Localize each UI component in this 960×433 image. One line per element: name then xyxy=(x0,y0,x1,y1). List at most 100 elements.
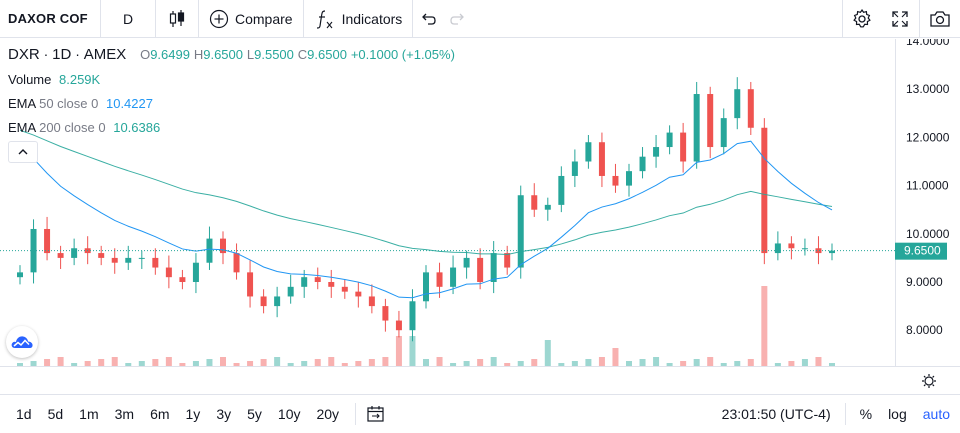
range-1m[interactable]: 1m xyxy=(79,406,99,422)
interval-button[interactable]: D xyxy=(122,10,134,27)
indicator-ema-200[interactable]: EMA 200 close 0 10.6386 xyxy=(8,120,160,135)
go-to-date-button[interactable] xyxy=(356,405,396,423)
candle-body xyxy=(368,296,375,307)
compare-button[interactable]: Compare xyxy=(199,0,303,38)
price-tick-label: 13.0000 xyxy=(906,82,950,96)
range-1y[interactable]: 1y xyxy=(185,406,201,422)
candle-body xyxy=(260,296,267,307)
legend-low-label: L xyxy=(246,47,255,62)
volume-bar xyxy=(598,357,605,366)
candle-body xyxy=(233,253,240,273)
volume-bar xyxy=(44,359,51,366)
symbol-search-button[interactable]: DAXOR COF xyxy=(8,11,88,26)
range-1d[interactable]: 1d xyxy=(16,406,32,422)
candle-body xyxy=(747,89,754,128)
percent-scale-toggle[interactable]: % xyxy=(859,406,873,422)
volume-bar xyxy=(206,359,213,366)
range-6m[interactable]: 6m xyxy=(150,406,170,422)
volume-bar xyxy=(84,361,91,366)
volume-bar xyxy=(558,363,565,366)
auto-scale-toggle[interactable]: auto xyxy=(922,406,950,422)
toolbar-divider xyxy=(155,0,156,38)
candle-body xyxy=(531,195,538,210)
candle-body xyxy=(450,267,457,287)
candle-body xyxy=(517,195,524,268)
collapse-legend-button[interactable] xyxy=(8,141,38,163)
candle-body xyxy=(571,161,578,176)
volume-bar xyxy=(233,363,240,366)
settings-button[interactable] xyxy=(843,0,881,38)
volume-bar xyxy=(368,359,375,366)
candle-body xyxy=(477,257,484,282)
toolbar-divider xyxy=(412,0,414,38)
indicator-name: Volume xyxy=(8,72,52,87)
volume-bar xyxy=(395,336,402,366)
bottom-divider xyxy=(0,394,960,395)
legend-symbol[interactable]: DXR xyxy=(8,46,40,63)
candle-body xyxy=(409,301,416,331)
chart-type-button[interactable] xyxy=(156,0,198,38)
snapshot-button[interactable] xyxy=(920,0,960,38)
candle-body xyxy=(829,250,835,254)
indicator-name: EMA xyxy=(8,120,36,135)
redo-button[interactable] xyxy=(443,0,473,38)
legend-change: +0.1000 (+1.05%) xyxy=(350,47,455,62)
range-10y[interactable]: 10y xyxy=(277,406,301,422)
candle-body xyxy=(666,132,673,148)
candle-body xyxy=(341,286,348,292)
toolbar-right-group xyxy=(842,0,960,38)
bottom-divider xyxy=(355,403,357,425)
candle-body xyxy=(707,94,714,148)
range-5y[interactable]: 5y xyxy=(247,406,262,422)
candles-icon xyxy=(169,9,185,27)
candle-body xyxy=(98,253,105,258)
candle-body xyxy=(463,257,470,268)
candle-body xyxy=(247,272,254,297)
candle-body xyxy=(301,277,308,287)
volume-bar xyxy=(436,357,443,366)
indicators-label: Indicators xyxy=(341,10,403,27)
log-scale-toggle[interactable]: log xyxy=(888,406,907,422)
range-20y[interactable]: 20y xyxy=(316,406,340,422)
toolbar-divider xyxy=(842,0,843,38)
clock[interactable]: 23:01:50 (UTC-4) xyxy=(721,406,831,422)
indicator-volume[interactable]: Volume 8.259K xyxy=(8,72,100,87)
candle-body xyxy=(287,286,294,297)
volume-bar xyxy=(788,361,795,366)
fullscreen-button[interactable] xyxy=(881,0,919,38)
undo-button[interactable] xyxy=(413,0,443,38)
volume-bar xyxy=(517,361,524,366)
volume-bar xyxy=(328,357,335,366)
price-axis[interactable]: 14.0000 13.0000 12.0000 11.0000 10.0000 9.000… xyxy=(906,39,950,337)
function-icon xyxy=(316,9,333,29)
bottom-divider xyxy=(844,403,846,425)
volume-bar xyxy=(409,336,416,366)
candle-body xyxy=(626,171,632,186)
price-chart[interactable]: 14.0000 13.0000 12.0000 11.0000 10.0000 9.000… xyxy=(0,39,960,366)
range-5d[interactable]: 5d xyxy=(47,406,64,422)
ema-200-line xyxy=(19,129,833,256)
candle-body xyxy=(274,296,281,307)
candle-body xyxy=(17,272,23,278)
indicator-params: 200 close 0 xyxy=(39,120,106,135)
time-axis-settings-button[interactable] xyxy=(918,371,940,391)
indicator-ema-50[interactable]: EMA 50 close 0 10.4227 xyxy=(8,96,153,111)
camera-icon xyxy=(930,11,950,27)
volume-bar xyxy=(531,359,538,366)
candle-body xyxy=(734,89,741,119)
legend-close-label: C xyxy=(297,47,308,62)
volume-bar xyxy=(450,363,457,366)
volume-bar xyxy=(639,359,646,366)
undo-icon xyxy=(422,13,436,25)
chart-logo[interactable] xyxy=(6,326,38,358)
candle-body xyxy=(423,272,429,302)
toolbar-divider xyxy=(198,0,199,38)
range-3m[interactable]: 3m xyxy=(114,406,135,422)
candle-body xyxy=(138,257,145,259)
range-3y[interactable]: 3y xyxy=(216,406,232,422)
sun-gear-icon xyxy=(922,374,936,388)
toolbar-divider xyxy=(100,0,101,38)
indicators-button[interactable]: Indicators xyxy=(304,0,413,38)
plus-circle-icon xyxy=(209,9,229,28)
volume-bar xyxy=(504,363,511,366)
